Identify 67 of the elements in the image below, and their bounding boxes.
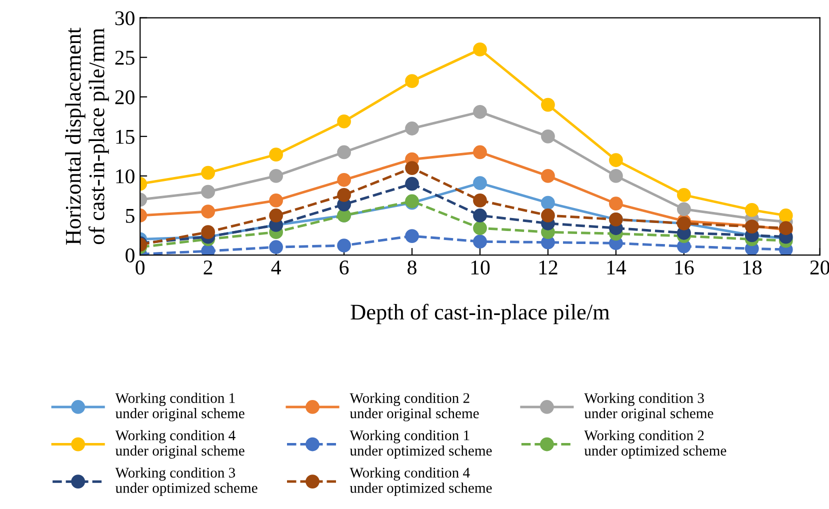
point bbox=[473, 208, 487, 222]
x-tick-label: 2 bbox=[204, 260, 212, 274]
x-tick-label: 4 bbox=[271, 260, 281, 274]
point bbox=[337, 188, 351, 202]
point bbox=[473, 194, 487, 208]
point bbox=[778, 208, 793, 222]
point bbox=[269, 148, 283, 162]
point bbox=[609, 153, 623, 168]
x-tick-label: 16 bbox=[675, 260, 694, 275]
x-tick-label: 18 bbox=[743, 260, 762, 275]
y-tick-label: 0 bbox=[126, 248, 134, 262]
x-axis-title: Depth of cast-in-place pile/m bbox=[350, 304, 610, 324]
point bbox=[473, 145, 487, 160]
point bbox=[405, 161, 419, 175]
point bbox=[541, 169, 555, 183]
point bbox=[269, 194, 283, 208]
point bbox=[676, 188, 691, 202]
point bbox=[609, 169, 623, 183]
point bbox=[744, 202, 759, 217]
point bbox=[405, 122, 419, 136]
point bbox=[405, 74, 419, 88]
legend-label: Working condition 1 under optimized scheme bbox=[350, 430, 492, 459]
point bbox=[473, 42, 487, 56]
x-tick-label: 10 bbox=[471, 260, 490, 275]
point bbox=[473, 104, 487, 119]
y-tick-label: 25 bbox=[115, 50, 134, 65]
legend-label: Working condition 4 under original scheme bbox=[115, 430, 244, 459]
point bbox=[676, 202, 691, 216]
point bbox=[405, 229, 419, 243]
point bbox=[337, 238, 351, 252]
point bbox=[473, 234, 487, 249]
x-tick-label: 8 bbox=[408, 260, 416, 275]
y-tick-label: 20 bbox=[115, 90, 134, 104]
point bbox=[541, 98, 555, 112]
legend-label: Working condition 4 under optimized scheme bbox=[350, 467, 492, 496]
point bbox=[269, 169, 283, 183]
point bbox=[269, 208, 283, 222]
point bbox=[541, 196, 555, 210]
point bbox=[201, 184, 216, 199]
legend-label: Working condition 3 under optimized scheme bbox=[115, 467, 258, 496]
legend-label: Working condition 2 under original scheme bbox=[350, 392, 479, 422]
legend-label: Working condition 3 under original scheme bbox=[584, 392, 714, 422]
legend-label: Working condition 1 under original scheme bbox=[115, 392, 244, 422]
point bbox=[473, 221, 487, 236]
x-tick-label: 14 bbox=[607, 260, 626, 274]
point bbox=[337, 114, 351, 128]
point bbox=[541, 129, 555, 144]
point bbox=[337, 172, 351, 187]
y-tick-label: 10 bbox=[116, 169, 134, 184]
x-tick-label: 0 bbox=[136, 260, 145, 275]
point bbox=[201, 166, 216, 180]
y-tick-label: 15 bbox=[116, 130, 134, 144]
point bbox=[541, 208, 555, 222]
point bbox=[201, 225, 216, 240]
point bbox=[201, 204, 216, 218]
x-tick-label: 12 bbox=[539, 260, 558, 274]
y-axis-title: Horizontal displacement of cast-in-place pile/mm bbox=[65, 28, 109, 245]
x-tick-label: 6 bbox=[340, 260, 349, 275]
y-tick-label: 5 bbox=[126, 209, 134, 223]
point bbox=[609, 196, 623, 211]
legend-label: Working condition 2 under optimized scheme bbox=[584, 430, 726, 459]
point bbox=[337, 145, 351, 160]
point bbox=[269, 240, 283, 254]
point bbox=[473, 176, 487, 190]
y-tick-label: 30 bbox=[115, 11, 134, 26]
point bbox=[201, 244, 216, 256]
point bbox=[405, 176, 419, 191]
